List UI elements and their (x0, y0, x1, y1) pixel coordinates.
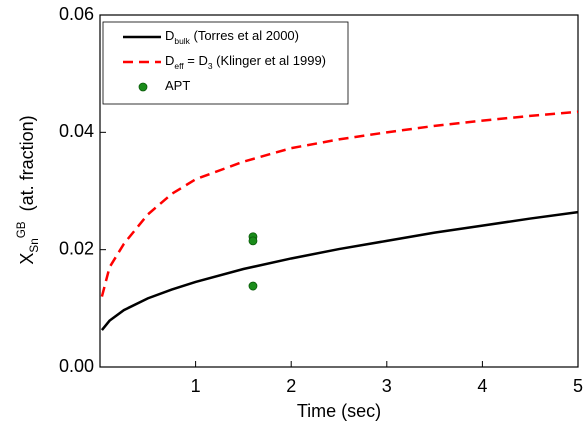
text-part: X (17, 253, 37, 265)
legend-label: APT (165, 78, 190, 93)
y-tick-label: 0.06 (59, 4, 94, 24)
line-series (100, 210, 579, 331)
text-part: APT (165, 78, 190, 93)
x-tick-label: 1 (191, 376, 201, 396)
text-part: Sn (28, 238, 41, 252)
scatter-point (248, 236, 258, 246)
y-tick-label: 0.00 (59, 356, 94, 376)
text-part: = D (184, 53, 208, 68)
text-part: D (165, 53, 174, 68)
y-axis-label: XSnGB (at. fraction) (15, 115, 41, 264)
text-part: D (165, 28, 174, 43)
x-tick-label: 2 (286, 376, 296, 396)
text-part: bulk (174, 36, 190, 46)
legend-symbol (138, 82, 148, 92)
x-tick-label: 3 (382, 376, 392, 396)
x-tick-label: 5 (573, 376, 583, 396)
text-part: (Torres et al 2000) (190, 28, 299, 43)
y-tick-label: 0.04 (59, 121, 94, 141)
text-part: GB (15, 221, 28, 238)
x-axis-label: Time (sec) (297, 401, 381, 421)
legend-label: Dbulk (Torres et al 2000) (165, 28, 299, 46)
legend-label: Deff = D3 (Klinger et al 1999) (165, 53, 326, 71)
scatter-point (248, 281, 258, 291)
y-tick-label: 0.02 (59, 238, 94, 258)
x-tick-label: 4 (477, 376, 487, 396)
plot-frame (99, 14, 579, 368)
text-part: eff (174, 61, 184, 71)
text-part: (Klinger et al 1999) (213, 53, 326, 68)
line-series (100, 110, 579, 297)
text-part: (at. fraction) (17, 115, 37, 221)
text-part: 3 (208, 61, 213, 71)
